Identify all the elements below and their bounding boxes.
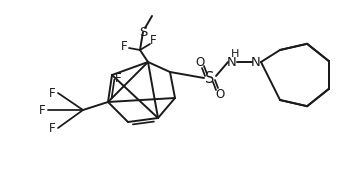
Text: O: O: [195, 56, 204, 68]
Text: F: F: [115, 72, 121, 84]
Text: N: N: [251, 56, 261, 68]
Text: F: F: [49, 87, 55, 99]
Text: F: F: [121, 40, 127, 52]
Text: F: F: [150, 34, 156, 46]
Text: F: F: [39, 104, 45, 116]
Text: O: O: [215, 88, 225, 100]
Text: N: N: [227, 56, 237, 68]
Text: S: S: [139, 25, 147, 39]
Text: S: S: [205, 71, 215, 85]
Text: F: F: [49, 121, 55, 135]
Text: H: H: [231, 49, 239, 59]
